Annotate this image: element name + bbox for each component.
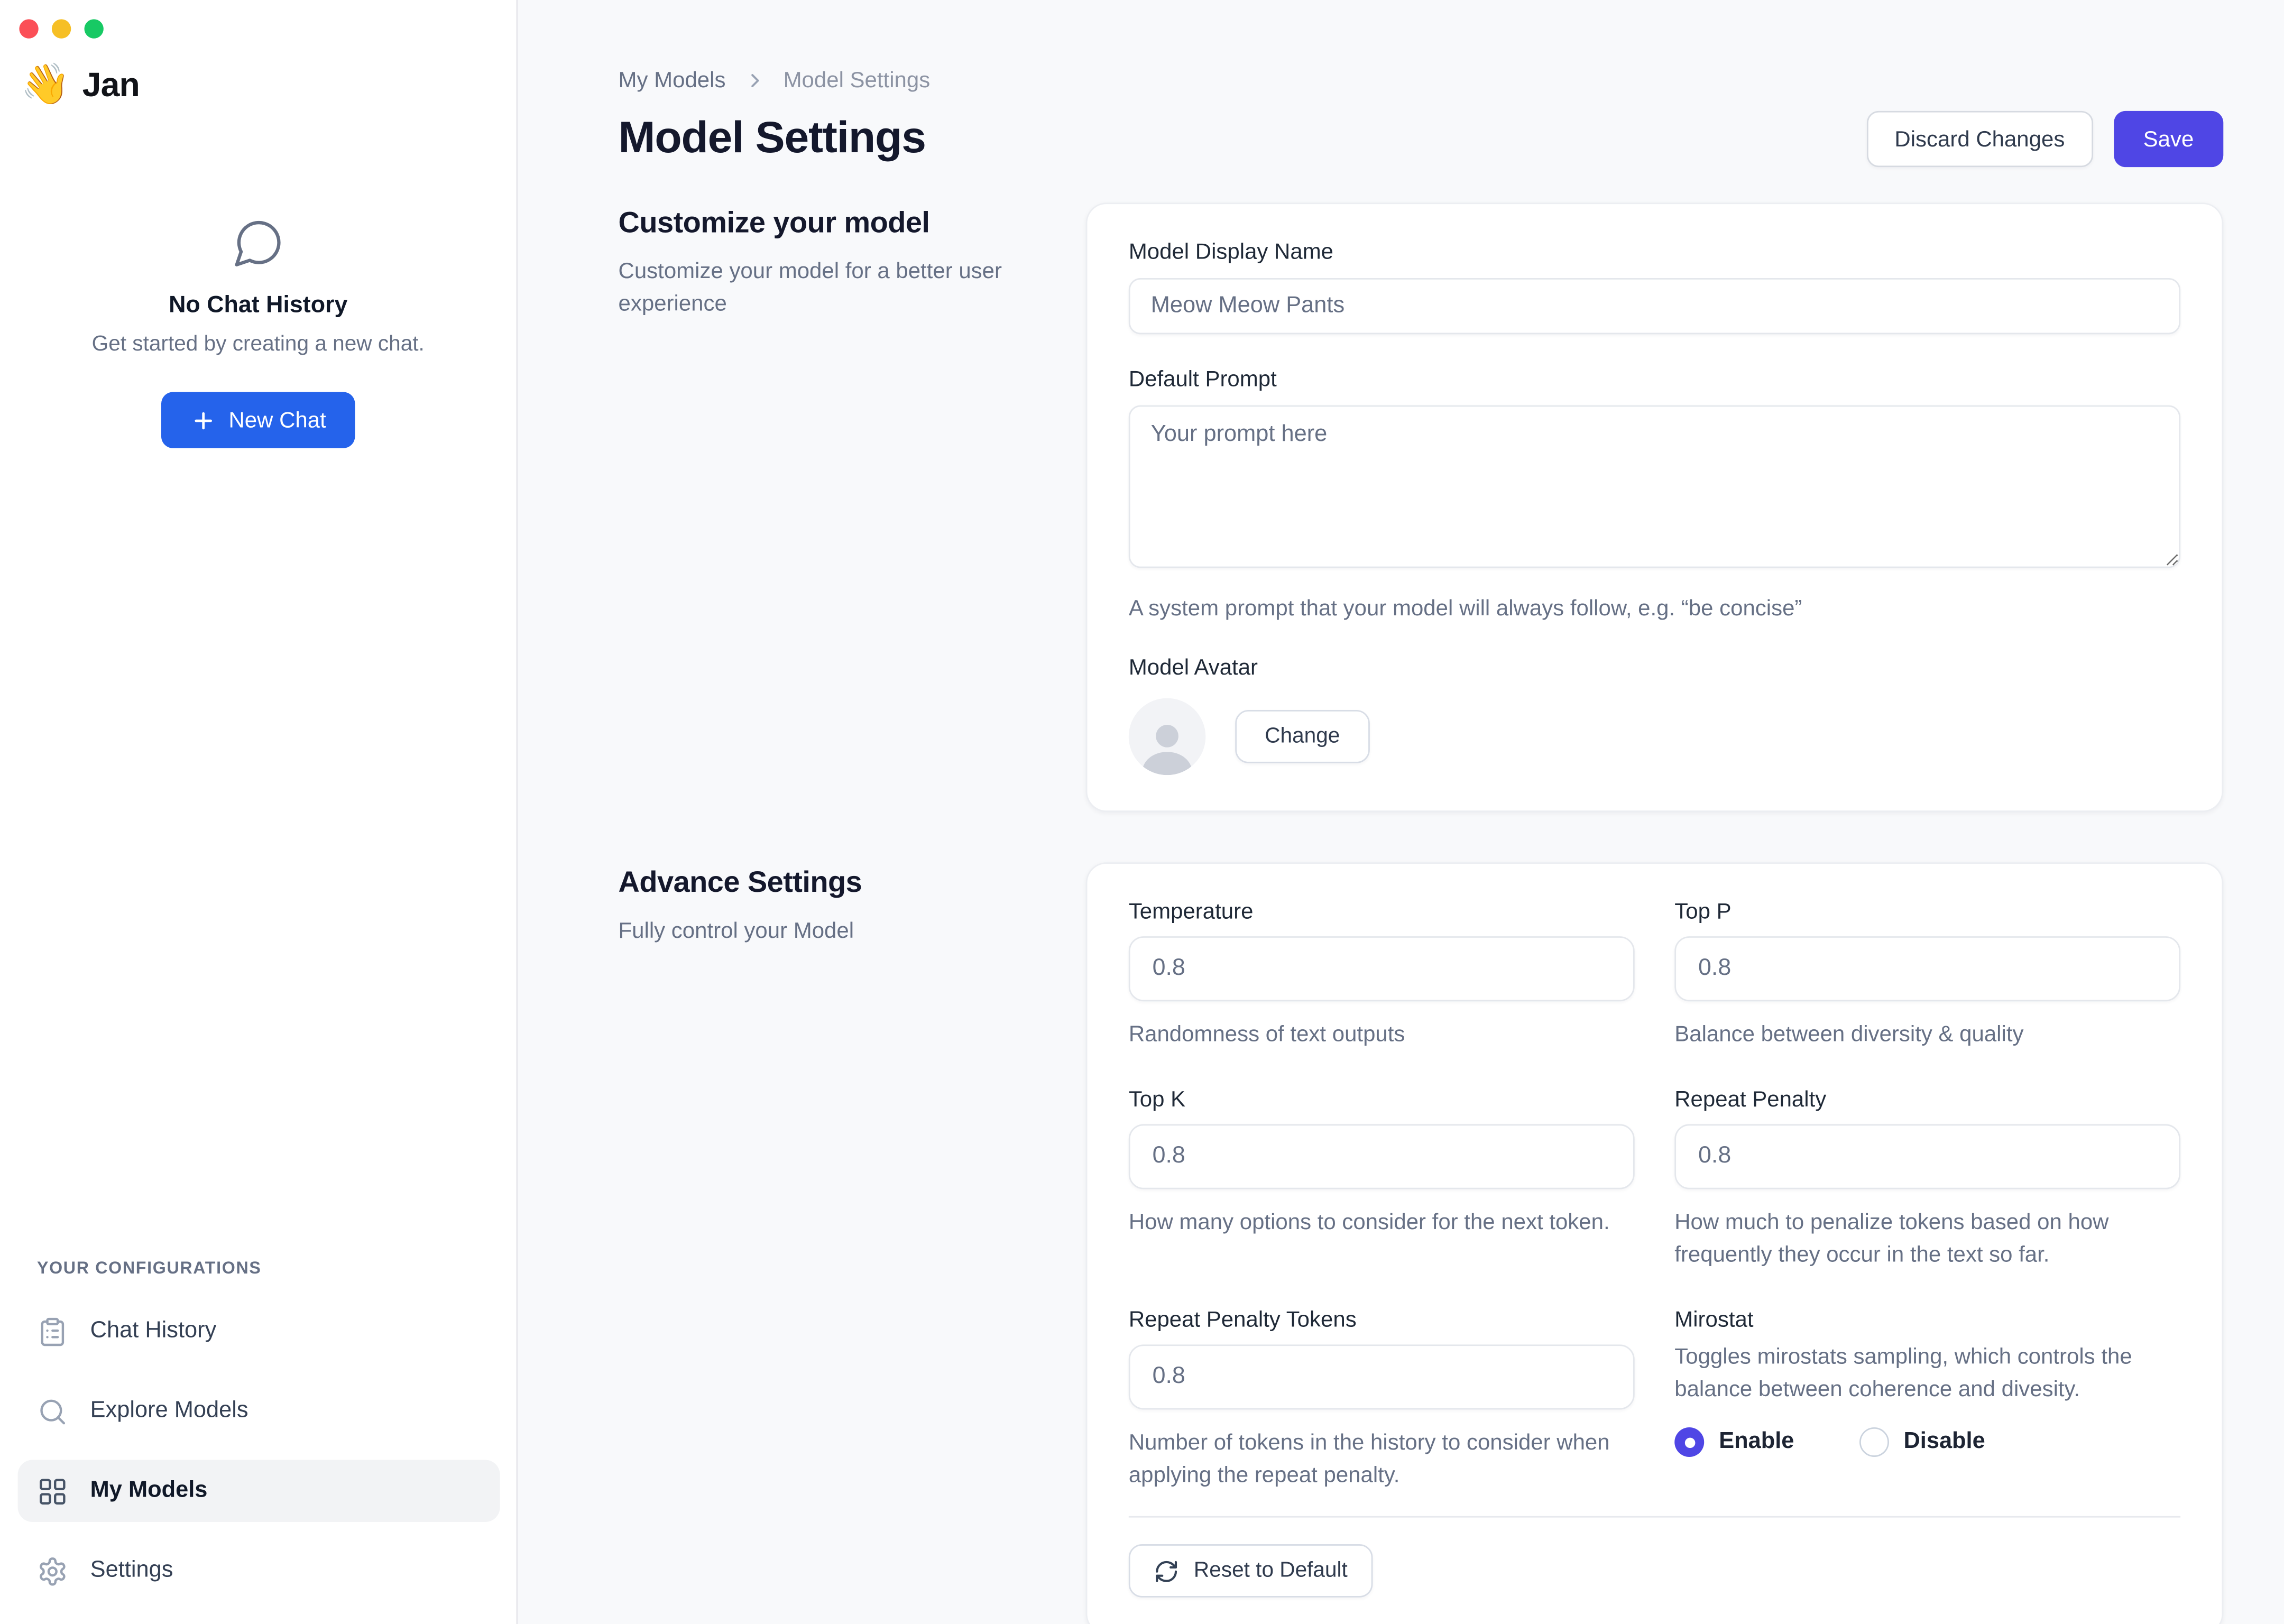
radio-selected-icon (1674, 1427, 1705, 1457)
change-avatar-button[interactable]: Change (1235, 710, 1370, 763)
clipboard-icon (41, 1317, 65, 1345)
page-title: Model Settings (618, 114, 926, 163)
customize-description: Customize your model for a better user e… (618, 259, 1002, 317)
repeat-penalty-field: Repeat Penalty How much to penalize toke… (1674, 1087, 2181, 1272)
temperature-label: Temperature (1128, 899, 1254, 925)
sidebar-nav: Chat History Explore Models My Mode (17, 1300, 500, 1602)
sidebar-item-my-models[interactable]: My Models (17, 1460, 500, 1522)
save-button[interactable]: Save (2113, 110, 2224, 168)
app-logo: 👋 Jan (21, 62, 140, 107)
mirostat-field: Mirostat Toggles mirostats sampling, whi… (1674, 1307, 2180, 1492)
avatar (1128, 698, 1206, 776)
gear-icon (40, 1556, 66, 1585)
chat-bubble-icon (234, 220, 280, 266)
top-p-label: Top P (1674, 899, 1732, 925)
temperature-field: Temperature Randomness of text outputs (1128, 899, 1635, 1051)
repeat-penalty-label: Repeat Penalty (1674, 1087, 1827, 1113)
mirostat-disable-label: Disable (1903, 1428, 1985, 1454)
top-k-helper: How many options to consider for the nex… (1128, 1210, 1610, 1235)
customize-section: Customize your model Customize your mode… (619, 202, 2224, 813)
sidebar-item-label: Settings (90, 1557, 173, 1583)
page-header: Model Settings Discard Changes Save (618, 110, 2224, 168)
repeat-penalty-tokens-input[interactable] (1128, 1344, 1635, 1410)
close-window-button[interactable] (19, 19, 39, 39)
default-prompt-textarea[interactable] (1128, 405, 2181, 568)
main-content: My Models Model Settings Model Settings … (518, 0, 2284, 1624)
sidebar-config-section: YOUR CONFIGURATIONS Chat History Explore… (17, 1260, 500, 1620)
chat-empty-state: No Chat History Get started by creating … (0, 216, 516, 448)
wave-emoji-icon: 👋 (21, 62, 71, 107)
top-k-field: Top K How many options to consider for t… (1128, 1087, 1635, 1272)
header-actions: Discard Changes Save (1866, 110, 2224, 168)
mirostat-enable-option[interactable]: Enable (1674, 1427, 1794, 1457)
sidebar-item-label: Explore Models (90, 1398, 248, 1423)
search-icon (40, 1399, 66, 1424)
sidebar-item-explore-models[interactable]: Explore Models (18, 1380, 500, 1442)
top-p-helper: Balance between diversity & quality (1674, 1022, 2024, 1047)
repeat-penalty-helper: How much to penalize tokens based on how… (1674, 1210, 2109, 1268)
model-avatar-label: Model Avatar (1128, 655, 1258, 681)
new-chat-button-label: New Chat (228, 407, 326, 433)
temperature-input[interactable] (1128, 936, 1635, 1002)
repeat-penalty-tokens-helper: Number of tokens in the history to consi… (1128, 1430, 1610, 1488)
radio-unselected-icon (1859, 1427, 1889, 1457)
discard-changes-button[interactable]: Discard Changes (1866, 110, 2093, 168)
repeat-penalty-input[interactable] (1674, 1124, 2181, 1189)
customize-card: Model Display Name Default Prompt A syst… (1085, 202, 2224, 813)
repeat-penalty-tokens-label: Repeat Penalty Tokens (1128, 1307, 1357, 1333)
model-avatar-row: Change (1128, 698, 2180, 776)
grid-icon (40, 1478, 66, 1504)
breadcrumb: My Models Model Settings (619, 68, 2224, 94)
advance-card: Temperature Randomness of text outputs T… (1085, 862, 2224, 1624)
breadcrumb-my-models[interactable]: My Models (618, 68, 726, 94)
top-p-input[interactable] (1674, 936, 2181, 1002)
mirostat-disable-option[interactable]: Disable (1859, 1427, 1985, 1457)
sidebar-item-label: My Models (90, 1478, 208, 1503)
sidebar-item-settings[interactable]: Settings (18, 1540, 500, 1602)
model-display-name-label: Model Display Name (1128, 239, 1334, 265)
window-controls (19, 19, 104, 39)
top-k-input[interactable] (1128, 1124, 1635, 1189)
zoom-window-button[interactable] (84, 19, 104, 39)
advance-grid: Temperature Randomness of text outputs T… (1128, 899, 2181, 1492)
person-icon (1141, 724, 1193, 776)
mirostat-radio-group: Enable Disable (1674, 1427, 2180, 1457)
plus-icon (194, 411, 211, 429)
mirostat-description: Toggles mirostats sampling, which contro… (1674, 1344, 2132, 1402)
advance-section: Advance Settings Fully control your Mode… (619, 862, 2224, 1624)
sidebar-item-chat-history[interactable]: Chat History (18, 1300, 500, 1362)
breadcrumb-current: Model Settings (783, 68, 931, 94)
mirostat-enable-label: Enable (1719, 1428, 1794, 1454)
card-divider (1128, 1516, 2181, 1518)
empty-state-title: No Chat History (169, 292, 348, 318)
customize-heading: Customize your model (618, 207, 930, 240)
default-prompt-helper: A system prompt that your model will alw… (1128, 596, 1802, 622)
reset-to-default-button[interactable]: Reset to Default (1128, 1544, 1373, 1598)
app-name: Jan (82, 65, 140, 104)
reset-to-default-label: Reset to Default (1193, 1559, 1348, 1583)
advance-description: Fully control your Model (618, 918, 854, 944)
minimize-window-button[interactable] (51, 19, 71, 39)
sidebar-section-label: YOUR CONFIGURATIONS (36, 1260, 262, 1278)
refresh-icon (1156, 1560, 1177, 1582)
repeat-penalty-tokens-field: Repeat Penalty Tokens Number of tokens i… (1128, 1307, 1635, 1492)
top-p-field: Top P Balance between diversity & qualit… (1674, 899, 2181, 1051)
advance-heading: Advance Settings (618, 866, 862, 900)
sidebar-item-label: Chat History (90, 1317, 217, 1343)
new-chat-button[interactable]: New Chat (160, 392, 356, 448)
temperature-helper: Randomness of text outputs (1128, 1022, 1405, 1047)
chevron-right-icon (743, 70, 766, 92)
advance-section-info: Advance Settings Fully control your Mode… (619, 862, 1086, 948)
mirostat-label: Mirostat (1674, 1307, 1754, 1333)
default-prompt-label: Default Prompt (1128, 366, 1277, 392)
top-k-label: Top K (1128, 1087, 1186, 1113)
sidebar: 👋 Jan No Chat History Get started by cre… (0, 0, 518, 1624)
model-display-name-input[interactable] (1128, 278, 2181, 335)
customize-section-info: Customize your model Customize your mode… (619, 202, 1086, 321)
empty-state-subtitle: Get started by creating a new chat. (91, 333, 425, 357)
